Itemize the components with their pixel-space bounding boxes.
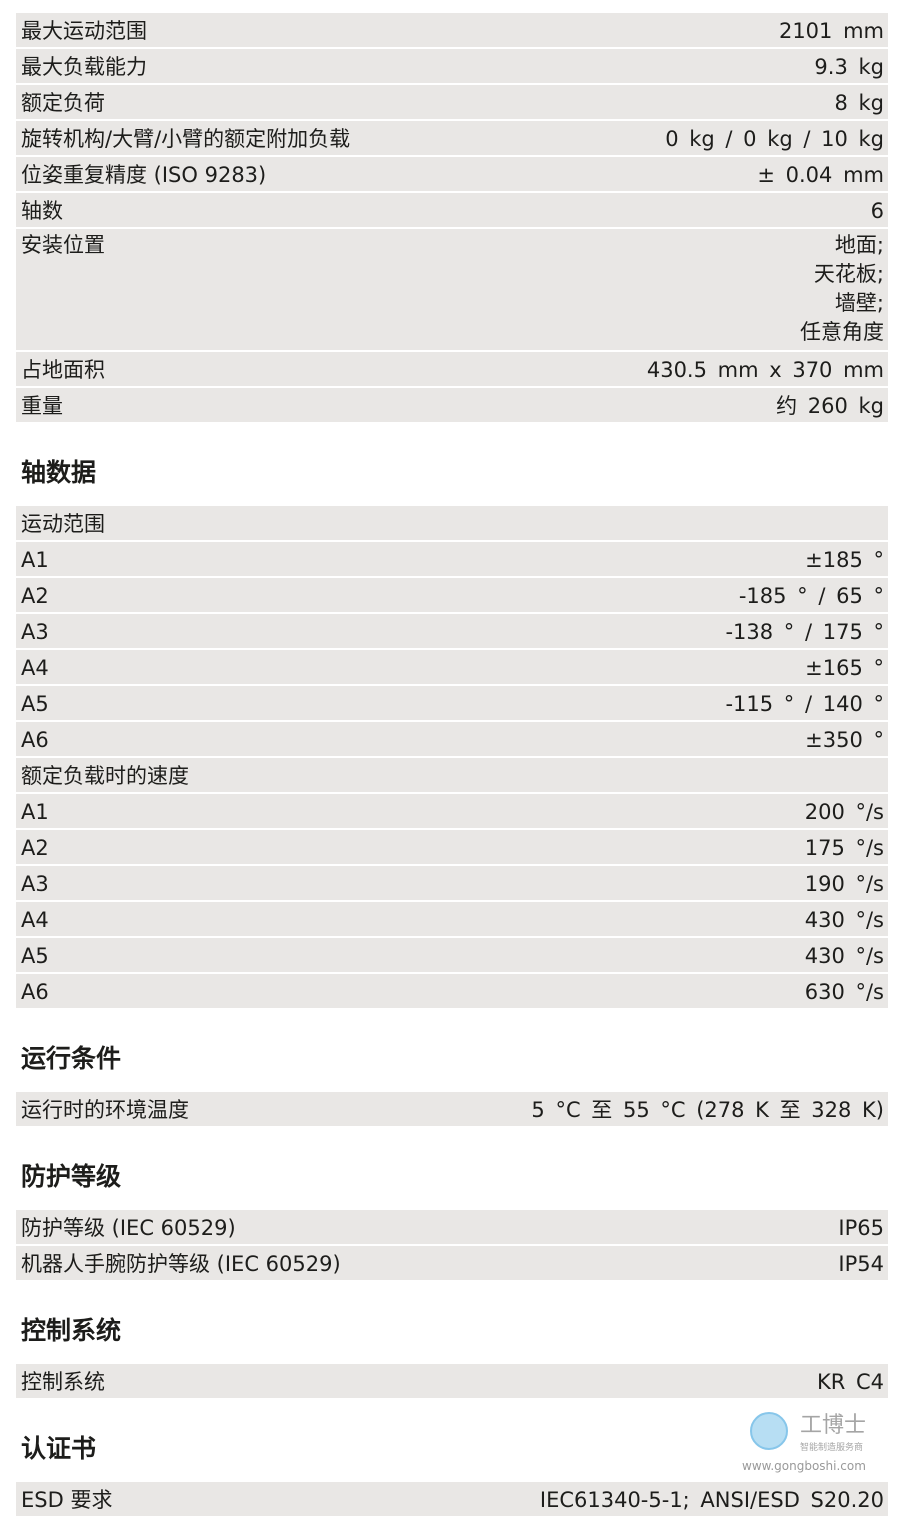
- spec-label: 最大运动范围: [21, 19, 147, 43]
- spec-row: A5 -115 ° / 140 °: [16, 686, 888, 720]
- spec-sheet: 最大运动范围 2101 mm 最大负载能力 9.3 kg 额定负荷 8 kg 旋转机构/大臂…: [16, 13, 888, 1518]
- spec-value: 430 °/s: [804, 908, 884, 932]
- spec-value: ± 0.04 mm: [757, 163, 884, 187]
- spec-value: 430 °/s: [804, 944, 884, 968]
- spec-row: A3 190 °/s: [16, 866, 888, 900]
- spec-row: A1 200 °/s: [16, 794, 888, 828]
- spec-label: A3: [21, 872, 49, 896]
- spec-value: ±185 °: [805, 548, 884, 572]
- spec-row: A3 -138 ° / 175 °: [16, 614, 888, 648]
- spec-label: A4: [21, 908, 49, 932]
- spec-label: A5: [21, 944, 49, 968]
- spec-value: -138 ° / 175 °: [725, 620, 884, 644]
- spec-label: A1: [21, 548, 49, 572]
- spec-value: ±350 °: [805, 728, 884, 752]
- spec-value: 200 °/s: [804, 800, 884, 824]
- spec-label: 额定负载时的速度: [21, 764, 189, 788]
- spec-value: 约 260 kg: [776, 394, 884, 418]
- spec-label: 控制系统: [21, 1370, 105, 1394]
- spec-value: 190 °/s: [804, 872, 884, 896]
- section-title: 运行条件: [21, 1044, 122, 1073]
- section-heading-block: 认证书: [16, 1400, 888, 1482]
- spec-value: KR C4: [816, 1370, 884, 1394]
- spec-row: A4 ±165 °: [16, 650, 888, 684]
- spec-label: A4: [21, 656, 49, 680]
- section-title: 控制系统: [21, 1316, 122, 1345]
- spec-label: 运动范围: [21, 512, 105, 536]
- spec-label: 位姿重复精度 (ISO 9283): [21, 163, 267, 187]
- section-heading-block: 控制系统: [16, 1282, 888, 1364]
- spec-row: 额定负载时的速度: [16, 758, 888, 792]
- spec-row: 运动范围: [16, 506, 888, 540]
- spec-value: ±165 °: [805, 656, 884, 680]
- section-title: 防护等级: [21, 1162, 122, 1191]
- spec-label: A2: [21, 836, 49, 860]
- spec-row: 位姿重复精度 (ISO 9283) ± 0.04 mm: [16, 157, 888, 191]
- spec-row: A2 175 °/s: [16, 830, 888, 864]
- spec-label: 机器人手腕防护等级 (IEC 60529): [21, 1252, 341, 1276]
- watermark-tagline: 智能制造服务商: [800, 1443, 864, 1453]
- spec-row: 占地面积 430.5 mm x 370 mm: [16, 352, 888, 386]
- spec-row: 安装位置 地面; 天花板; 墙壁; 任意角度: [16, 229, 888, 350]
- spec-value: 430.5 mm x 370 mm: [646, 358, 884, 382]
- spec-value: IP65: [838, 1216, 884, 1240]
- spec-row: A6 ±350 °: [16, 722, 888, 756]
- spec-label: 运行时的环境温度: [21, 1098, 189, 1122]
- section-title: 轴数据: [21, 458, 97, 487]
- spec-row: 运行时的环境温度 5 °C 至 55 °C (278 K 至 328 K): [16, 1092, 888, 1126]
- spec-value: IP54: [838, 1252, 884, 1276]
- section-heading-block: 运行条件: [16, 1010, 888, 1092]
- spec-row: A5 430 °/s: [16, 938, 888, 972]
- watermark: 工博士 智能制造服务商 www.gongboshi.com: [740, 1402, 880, 1476]
- spec-label: A5: [21, 692, 49, 716]
- spec-row: 最大运动范围 2101 mm: [16, 13, 888, 47]
- spec-label: 安装位置: [21, 233, 105, 257]
- spec-row: A4 430 °/s: [16, 902, 888, 936]
- spec-label: 最大负载能力: [21, 55, 147, 79]
- spec-row: 轴数 6: [16, 193, 888, 227]
- spec-row: A2 -185 ° / 65 °: [16, 578, 888, 612]
- spec-label: 占地面积: [21, 358, 105, 382]
- spec-label: A1: [21, 800, 49, 824]
- watermark-logo: 工博士: [800, 1413, 867, 1438]
- watermark-url: www.gongboshi.com: [742, 1459, 866, 1473]
- spec-row: 控制系统 KR C4: [16, 1364, 888, 1398]
- spec-row: ESD 要求 IEC61340-5-1; ANSI/ESD S20.20: [16, 1482, 888, 1516]
- spec-value: 2101 mm: [778, 19, 884, 43]
- spec-value: 地面; 天花板; 墙壁; 任意角度: [800, 233, 884, 344]
- spec-label: 轴数: [21, 199, 63, 223]
- section-heading-block: 防护等级: [16, 1128, 888, 1210]
- spec-label: 防护等级 (IEC 60529): [21, 1216, 236, 1240]
- spec-value: 0 kg / 0 kg / 10 kg: [665, 127, 884, 151]
- spec-value: IEC61340-5-1; ANSI/ESD S20.20: [539, 1488, 884, 1512]
- spec-value: 9.3 kg: [814, 55, 884, 79]
- mascot-logo-icon: [750, 1412, 788, 1450]
- spec-row: 机器人手腕防护等级 (IEC 60529) IP54: [16, 1246, 888, 1280]
- spec-value: 175 °/s: [804, 836, 884, 860]
- spec-label: ESD 要求: [21, 1488, 113, 1512]
- spec-label: 重量: [21, 394, 63, 418]
- spec-label: 额定负荷: [21, 91, 105, 115]
- spec-label: 旋转机构/大臂/小臂的额定附加负载: [21, 127, 351, 151]
- spec-row: A1 ±185 °: [16, 542, 888, 576]
- spec-row: 防护等级 (IEC 60529) IP65: [16, 1210, 888, 1244]
- spec-value: 8 kg: [834, 91, 884, 115]
- spec-row: 旋转机构/大臂/小臂的额定附加负载 0 kg / 0 kg / 10 kg: [16, 121, 888, 155]
- spec-value: 5 °C 至 55 °C (278 K 至 328 K): [531, 1098, 884, 1122]
- spec-label: A3: [21, 620, 49, 644]
- spec-value: 6: [870, 199, 884, 223]
- spec-label: A6: [21, 980, 49, 1004]
- spec-row: 额定负荷 8 kg: [16, 85, 888, 119]
- spec-row: 重量 约 260 kg: [16, 388, 888, 422]
- spec-row: 最大负载能力 9.3 kg: [16, 49, 888, 83]
- spec-value: -115 ° / 140 °: [725, 692, 884, 716]
- spec-row: A6 630 °/s: [16, 974, 888, 1008]
- section-title: 认证书: [21, 1434, 97, 1463]
- spec-value: 630 °/s: [804, 980, 884, 1004]
- spec-value: -185 ° / 65 °: [738, 584, 884, 608]
- spec-label: A2: [21, 584, 49, 608]
- section-heading-block: 轴数据: [16, 424, 888, 506]
- spec-label: A6: [21, 728, 49, 752]
